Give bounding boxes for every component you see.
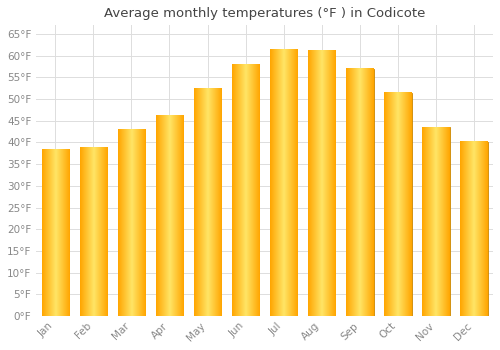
Bar: [422, 127, 450, 316]
Bar: [80, 148, 107, 316]
Bar: [194, 88, 221, 316]
Bar: [232, 64, 260, 316]
Bar: [118, 130, 145, 316]
Bar: [308, 50, 336, 316]
Title: Average monthly temperatures (°F ) in Codicote: Average monthly temperatures (°F ) in Co…: [104, 7, 426, 20]
Bar: [156, 116, 183, 316]
Bar: [346, 69, 374, 316]
Bar: [270, 49, 297, 316]
Bar: [460, 142, 487, 316]
Bar: [42, 150, 69, 316]
Bar: [384, 92, 411, 316]
